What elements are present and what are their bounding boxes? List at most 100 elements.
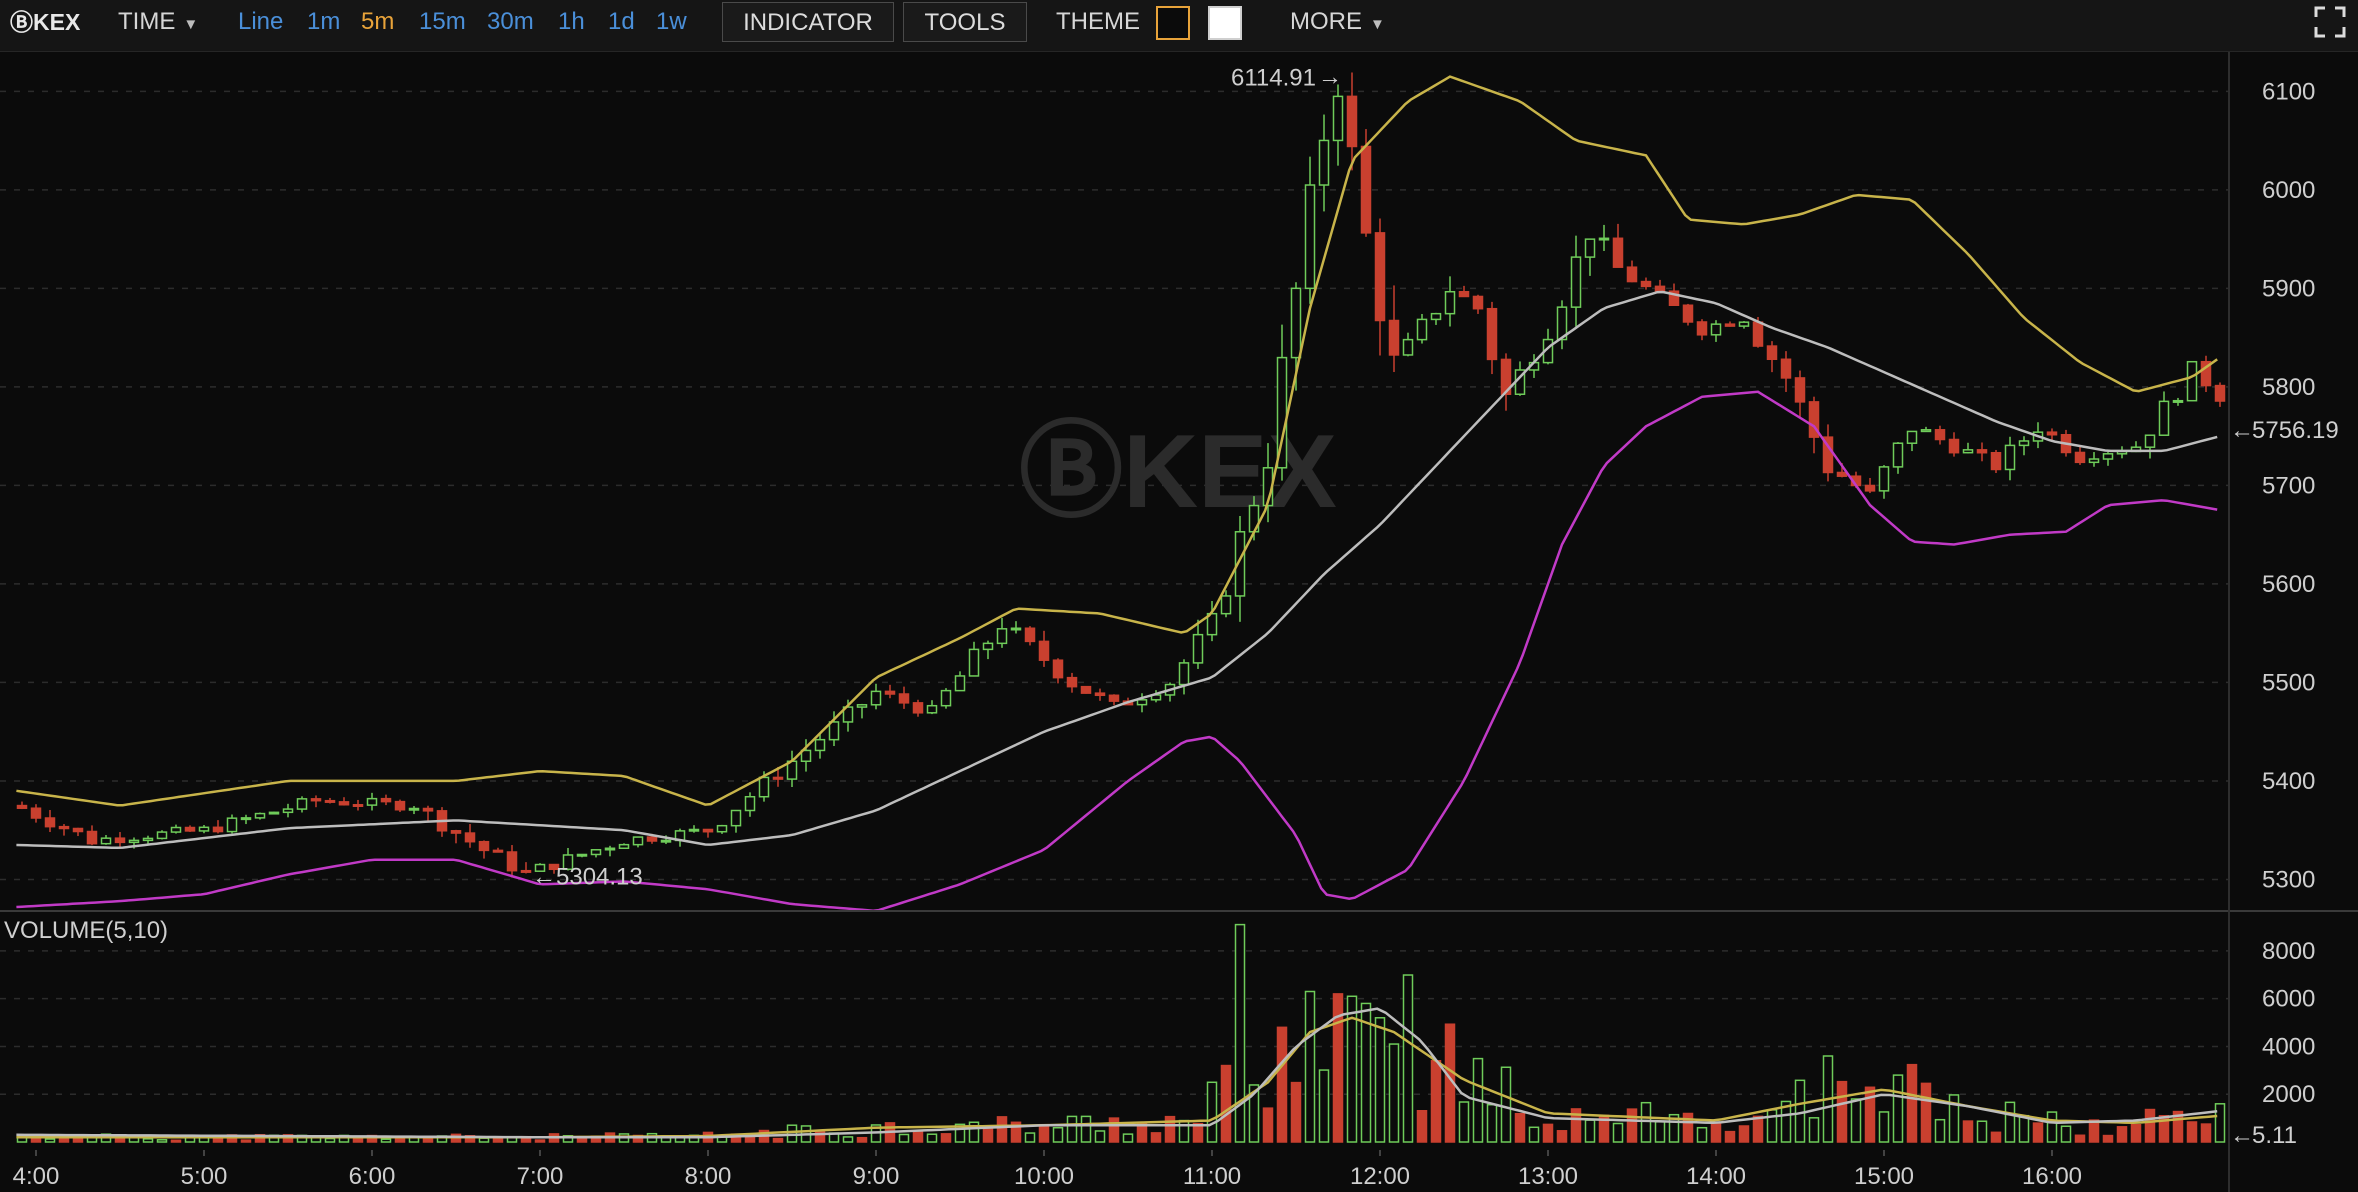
volume-bar-up: [1248, 1084, 1260, 1143]
candle-up: [226, 817, 238, 833]
volume-bar-down: [2088, 1119, 2100, 1143]
chart-toolbar: ⒷKEX TIME ▼ Line 1m 5m 15m 30m 1h 1d 1w I…: [0, 0, 2358, 52]
volume-bar-up: [156, 1139, 168, 1143]
volume-bar-down: [492, 1137, 504, 1143]
volume-bar-up: [1374, 1017, 1386, 1143]
volume-bar-up: [842, 1136, 854, 1143]
candle-down: [1080, 685, 1092, 694]
candle-up: [1920, 429, 1932, 433]
candle-down: [422, 807, 434, 812]
candle-up: [996, 628, 1008, 645]
candles: [16, 72, 2226, 878]
time-tick-label: 10:00: [1014, 1163, 1074, 1190]
volume-bar-down: [1542, 1123, 1554, 1143]
volume-bar-up: [324, 1137, 336, 1143]
period-5m[interactable]: 5m: [361, 8, 395, 35]
volume-bar-up: [1388, 1043, 1400, 1143]
period-30m[interactable]: 30m: [487, 8, 534, 35]
candle-down: [1472, 295, 1484, 310]
volume-indicator-label: VOLUME(5,10): [4, 917, 168, 944]
middle-band-line: [16, 290, 2218, 850]
volume-bar-down: [2116, 1126, 2128, 1143]
volume-bar-up: [1850, 1098, 1862, 1143]
tools-button[interactable]: TOOLS: [903, 2, 1027, 42]
candle-up: [254, 812, 266, 819]
price-tick-label: 5300: [2262, 866, 2315, 893]
candle-up: [758, 776, 770, 798]
indicator-button[interactable]: INDICATOR: [722, 2, 894, 42]
volume-bar-down: [1038, 1123, 1050, 1143]
volume-axis: 2000 4000 6000 8000: [2262, 938, 2315, 1108]
candle-down: [1640, 280, 1652, 288]
volume-bar-up: [1640, 1101, 1652, 1143]
candle-down: [1346, 95, 1358, 148]
candle-down: [1024, 627, 1036, 643]
time-tick-label: 7:00: [517, 1163, 564, 1190]
volume-bar-up: [1094, 1130, 1106, 1143]
candle-down: [2074, 451, 2086, 464]
volume-bar-up: [380, 1138, 392, 1143]
volume-bar-up: [1612, 1122, 1624, 1143]
fullscreen-icon[interactable]: [2314, 6, 2346, 38]
period-1m[interactable]: 1m: [307, 8, 341, 35]
period-15m[interactable]: 15m: [419, 8, 466, 35]
volume-bar-up: [1458, 1101, 1470, 1143]
candle-up: [1010, 627, 1022, 631]
candle-up: [100, 837, 112, 845]
candle-up: [128, 839, 140, 844]
candle-up: [632, 836, 644, 846]
candle-down: [114, 837, 126, 844]
candle-up: [562, 854, 574, 871]
price-axis: 5300 5400 5500 5600 5700 5800 5900 6000 6100: [2262, 78, 2315, 893]
candle-up: [282, 808, 294, 814]
candle-down: [1626, 266, 1638, 283]
period-1d[interactable]: 1d: [608, 8, 635, 35]
volume-bar-down: [996, 1116, 1008, 1143]
candle-down: [1486, 307, 1498, 361]
price-tick-label: 6000: [2262, 177, 2315, 204]
candle-down: [2200, 360, 2212, 387]
candle-down: [1948, 438, 1960, 454]
more-menu[interactable]: MORE ▼: [1290, 0, 1385, 44]
time-axis: 4:00 5:00 6:00 7:00 8:00 9:00 10:00 11:00 12:00 1…: [13, 1150, 2082, 1190]
high-price-label: 6114.91: [1231, 65, 1316, 92]
candle-down: [548, 863, 560, 871]
candle-up: [296, 798, 308, 810]
volume-bar-down: [1990, 1131, 2002, 1143]
candle-up: [968, 648, 980, 677]
period-line[interactable]: Line: [238, 8, 284, 35]
candle-down: [72, 827, 84, 833]
candle-down: [324, 799, 336, 803]
volume-bar-up: [1696, 1126, 1708, 1143]
candle-down: [450, 830, 462, 834]
candle-down: [394, 800, 406, 811]
arrow-left-icon: ←: [2230, 417, 2254, 444]
volume-bar-down: [1738, 1125, 1750, 1143]
candle-down: [380, 797, 392, 803]
candle-up: [744, 795, 756, 812]
candle-down: [1668, 290, 1680, 307]
candle-down: [1388, 319, 1400, 356]
volume-bar-up: [1402, 974, 1414, 1143]
candle-up: [730, 809, 742, 827]
volume-bar-down: [940, 1133, 952, 1143]
volume-bar-up: [1584, 1119, 1596, 1143]
volume-bar-down: [58, 1138, 70, 1143]
arrow-right-icon: →: [1318, 64, 1342, 91]
volume-bar-down: [394, 1138, 406, 1143]
candle-up: [1738, 321, 1750, 327]
more-menu-label: MORE: [1290, 8, 1362, 35]
candle-down: [1612, 237, 1624, 268]
candle-up: [1192, 633, 1204, 664]
candle-up: [1598, 237, 1610, 241]
light-theme-swatch[interactable]: [1208, 6, 1242, 40]
period-1w[interactable]: 1w: [656, 8, 687, 35]
period-1h[interactable]: 1h: [558, 8, 585, 35]
volume-bar-down: [982, 1127, 994, 1143]
volume-bar-down: [2074, 1134, 2086, 1143]
dark-theme-swatch[interactable]: [1156, 6, 1190, 40]
candle-up: [2004, 444, 2016, 471]
candle-up: [2186, 360, 2198, 402]
candle-up: [1710, 323, 1722, 336]
time-menu[interactable]: TIME ▼: [118, 0, 198, 44]
